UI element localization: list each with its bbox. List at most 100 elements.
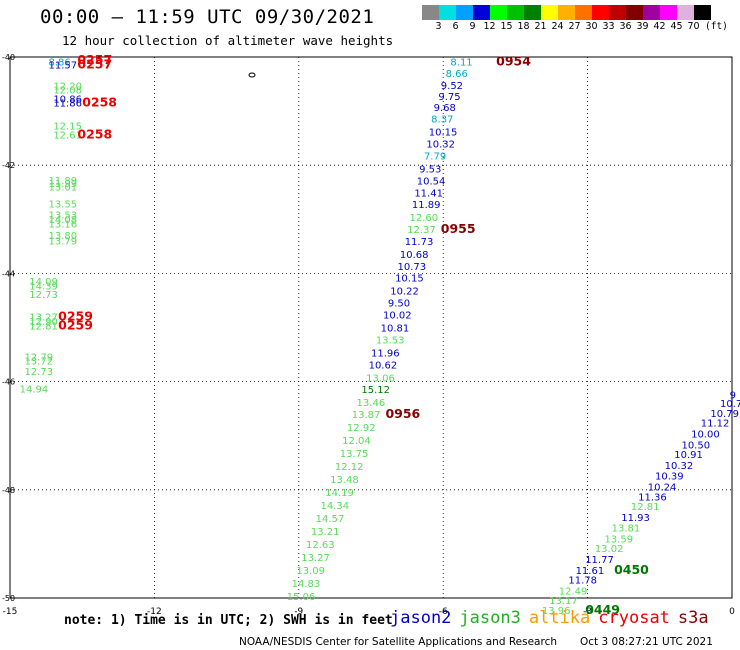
wave-height-label: 7.79 [424,151,446,162]
wave-height-label: 8.86 [49,57,71,68]
wave-height-label: 15.06 [287,592,316,603]
wave-height-label: 12.81 [631,502,660,513]
wave-height-label: 14.57 [316,514,345,525]
wave-height-label: 13.59 [604,534,633,545]
color-scale-tick: 39 [636,21,649,32]
color-scale-tick: 70 [687,21,700,32]
wave-height-label: 11.41 [414,188,443,199]
color-scale-tick: 18 [517,21,530,32]
color-scale-tick: 9 [469,21,476,32]
color-swatch [643,5,660,20]
pass-time-label: 0258 [82,94,117,109]
wave-height-label: 12.60 [410,213,439,224]
footer-credit: NOAA/NESDIS Center for Satellite Applica… [239,636,557,648]
wave-height-label: 11.12 [701,419,730,430]
color-swatch [541,5,558,20]
color-swatch [490,5,507,20]
wave-height-label: 14.08 [49,215,78,226]
wave-height-label: 10.68 [400,250,429,261]
color-swatch [524,5,541,20]
wave-height-label: 12.79 [24,353,53,364]
legend-item-altika: altika [528,608,591,628]
wave-height-label: 13.53 [49,210,78,221]
y-tick-label: -40 [2,53,15,62]
wave-height-label: 13.80 [49,231,78,242]
wave-height-label: 13.79 [49,236,78,247]
color-swatch [660,5,677,20]
footer-note: note: 1) Time is in UTC; 2) SWH is in fe… [64,613,393,628]
wave-height-label: 9.50 [388,299,410,310]
legend-item-jason3: jason3 [459,608,521,628]
pass-time-label: 0258 [77,126,112,141]
wave-height-label: 11.96 [371,348,400,359]
wave-height-label: 11.77 [585,555,614,566]
wave-height-label: 13.01 [49,182,78,193]
footer-date: Oct 3 08:27:21 UTC 2021 [580,636,713,648]
wave-height-label: 13.06 [366,373,395,384]
wave-height-label: 14.39 [29,281,58,292]
wave-height-label: 12.81 [29,321,58,332]
legend-item-s3a: s3a [677,608,709,628]
wave-height-label: 11.89 [49,176,78,187]
x-tick-label: -15 [3,607,18,617]
wave-height-label: 10.02 [383,311,412,322]
wave-height-label: 12.08 [53,85,82,96]
wave-height-label: 10.91 [674,450,703,461]
wave-height-label: 8.66 [446,69,468,80]
wave-height-label: 13.27 [301,553,330,564]
wave-height-label: 11.73 [405,237,434,248]
y-tick-label: -44 [2,269,15,278]
color-scale-tick: 45 [670,21,683,32]
color-swatch [677,5,694,20]
wave-height-label: 10.81 [381,324,410,335]
color-swatch [507,5,524,20]
color-swatch [456,5,473,20]
wave-height-label: 11.93 [621,513,650,524]
wave-height-label: 12.73 [29,290,58,301]
wave-height-label: 14.19 [325,488,354,499]
wave-height-label: 10.73 [397,262,426,273]
pass-time-label: 0449 [585,602,620,617]
color-scale-tick: 27 [568,21,581,32]
y-tick-label: -42 [2,161,15,170]
color-scale-unit-label: (ft) [705,21,728,32]
y-tick-label: -46 [2,378,15,387]
wave-height-label: 11.99 [49,179,78,190]
x-tick-label: -9 [294,607,303,617]
wave-height-label: 13.96 [542,606,571,617]
wave-height-label: 13.46 [357,398,386,409]
y-tick-label: -50 [2,594,15,603]
color-swatch [592,5,609,20]
color-swatch [422,5,439,20]
pass-time-label: 0956 [385,406,420,421]
wave-height-label: 15.12 [361,385,390,396]
wave-height-label: 13.55 [49,200,78,211]
wave-height-label: 14.34 [320,501,349,512]
wave-height-label: 13.87 [352,410,381,421]
color-scale-tick: 24 [551,21,564,32]
y-tick-label: -48 [2,486,15,495]
wave-height-label: 10.15 [395,274,424,285]
wave-height-label: 12.20 [53,82,82,93]
wave-height-label: 8.11 [450,57,472,68]
wave-height-label: 9.75 [438,92,460,103]
wave-height-label: 11.36 [638,492,667,503]
wave-height-label: 13.72 [24,357,53,368]
wave-height-label: 12.92 [347,423,376,434]
wave-height-label: 10.86 [53,95,82,106]
color-scale-tick: 21 [534,21,547,32]
wave-height-label: 13.53 [376,335,405,346]
color-swatch [626,5,643,20]
legend-item-cryosat: cryosat [598,608,670,628]
color-swatch [439,5,456,20]
wave-height-label: 10.79 [710,409,739,420]
wave-height-label: 13.17 [549,596,578,607]
x-tick-label: -12 [147,607,162,617]
wave-height-label: 13.48 [330,475,359,486]
color-scale-tick: 15 [500,21,513,32]
plot-frame [9,56,733,599]
color-scale-tick: 12 [483,21,496,32]
satellite-legend: jason2 jason3 altika cryosat s3a [390,608,717,628]
pass-time-label: 0257 [77,52,112,67]
